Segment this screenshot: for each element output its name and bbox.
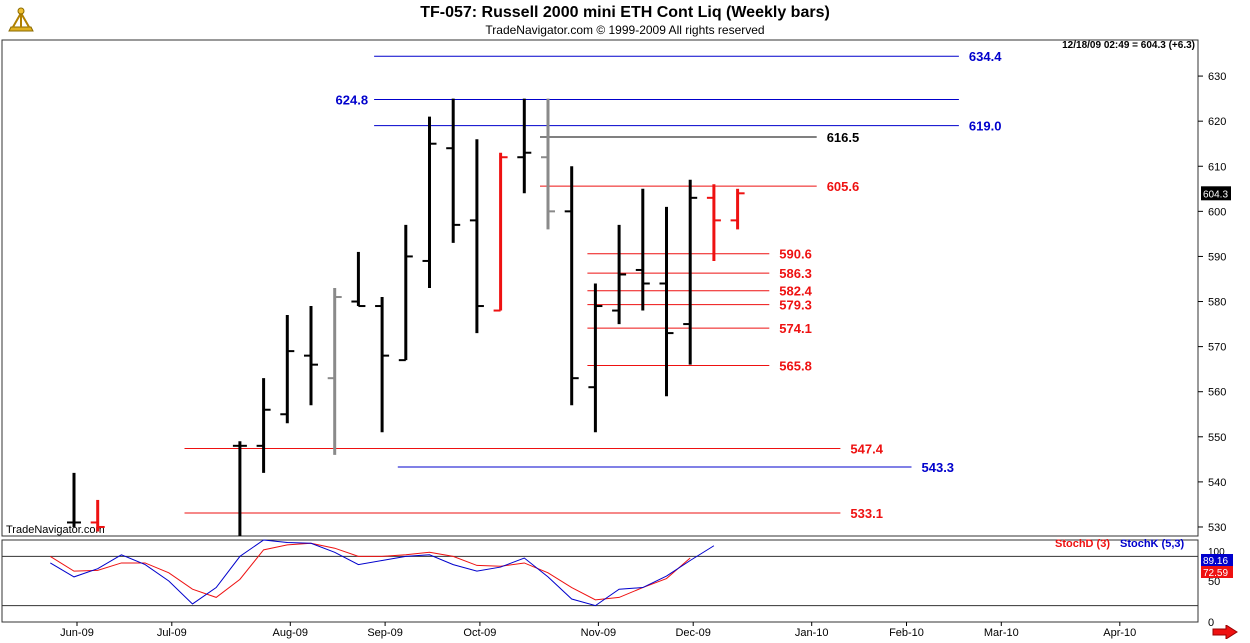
- level-label: 624.8: [336, 93, 369, 108]
- oscillator-value-label: 72.59: [1203, 568, 1228, 579]
- time-axis-label: Oct-09: [463, 627, 496, 639]
- level-label: 565.8: [779, 359, 812, 374]
- level-label: 579.3: [779, 298, 812, 313]
- oscillator-line: [50, 539, 715, 607]
- level-label: 586.3: [779, 266, 812, 281]
- last-price-box: [1201, 186, 1231, 201]
- chart-title: TF-057: Russell 2000 mini ETH Cont Liq (…: [420, 4, 830, 21]
- price-axis-label: 610: [1208, 161, 1226, 173]
- oscillator-panel-frame: [1, 539, 1199, 623]
- oscillator-axis-top-label: 100: [1208, 547, 1225, 558]
- level-label: 547.4: [850, 442, 883, 457]
- sextant-logo-icon[interactable]: [5, 5, 37, 35]
- level-label: 574.1: [779, 321, 812, 336]
- time-axis-label: Feb-10: [889, 627, 924, 639]
- price-axis-label: 570: [1208, 342, 1226, 354]
- oscillator-line: [50, 542, 691, 601]
- time-axis-label: Apr-10: [1103, 627, 1136, 639]
- price-axis-label: 530: [1208, 522, 1226, 534]
- price-axis-label: 580: [1208, 297, 1226, 309]
- info-readout: 12/18/09 02:49 = 604.3 (+6.3): [1062, 40, 1195, 51]
- level-label: 543.3: [922, 460, 955, 475]
- level-label: 619.0: [969, 119, 1002, 134]
- price-axis-label: 540: [1208, 477, 1226, 489]
- price-axis-label: 600: [1208, 206, 1226, 218]
- level-label: 605.6: [827, 179, 860, 194]
- time-axis-label: Sep-09: [367, 627, 402, 639]
- level-label: 582.4: [779, 284, 812, 299]
- time-axis-label: Jun-09: [60, 627, 94, 639]
- oscillator-value-box: [1201, 554, 1233, 566]
- oscillator-axis-label: 0: [1208, 617, 1214, 629]
- watermark-text: TradeNavigator.com: [6, 524, 105, 536]
- time-axis-label: Jan-10: [795, 627, 829, 639]
- chart-subtitle: TradeNavigator.com © 1999-2009 All right…: [485, 23, 765, 37]
- price-axis-label: 620: [1208, 116, 1226, 128]
- oscillator-axis-label: 50: [1208, 576, 1220, 588]
- level-label: 634.4: [969, 49, 1002, 64]
- time-axis-label: Aug-09: [273, 627, 308, 639]
- oscillator-legend-label: StochD (3): [1055, 538, 1110, 550]
- level-label: 533.1: [850, 506, 883, 521]
- price-axis-label: 560: [1208, 387, 1226, 399]
- price-axis-label: 550: [1208, 432, 1226, 444]
- time-axis-label: Nov-09: [581, 627, 616, 639]
- time-axis-label: Mar-10: [984, 627, 1019, 639]
- price-axis-label: 590: [1208, 251, 1226, 263]
- chart-header: TF-057: Russell 2000 mini ETH Cont Liq (…: [0, 0, 1250, 40]
- last-price-label: 604.3: [1203, 189, 1228, 200]
- time-axis-label: Dec-09: [675, 627, 710, 639]
- right-arrow-icon[interactable]: [1212, 625, 1238, 639]
- oscillator-value-box: [1201, 566, 1233, 578]
- oscillator-legend-label: StochK (5,3): [1120, 538, 1185, 550]
- level-label: 616.5: [827, 130, 860, 145]
- price-axis-label: 630: [1208, 71, 1226, 83]
- time-axis-label: Jul-09: [157, 627, 187, 639]
- oscillator-value-label: 89.16: [1203, 556, 1228, 567]
- level-label: 590.6: [779, 247, 812, 262]
- price-panel-frame: [1, 39, 1199, 537]
